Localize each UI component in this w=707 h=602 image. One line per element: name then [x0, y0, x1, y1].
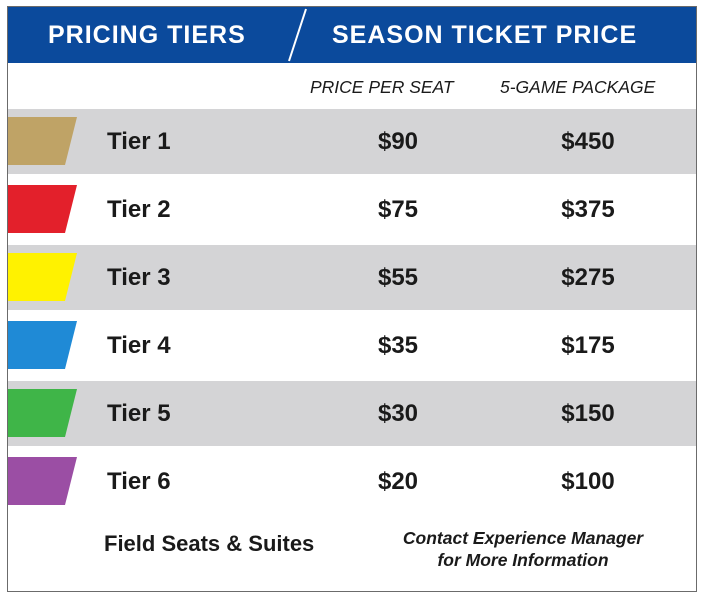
pricing-table: PRICING TIERS SEASON TICKET PRICE PRICE …: [7, 6, 697, 592]
package-price-value: $175: [561, 332, 615, 359]
tier-color-swatch: [8, 253, 77, 301]
tier-label: Tier 3: [107, 264, 171, 291]
contact-note: Contact Experience Manager for More Info…: [373, 527, 673, 571]
tier-color-swatch: [8, 185, 77, 233]
header-divider: [288, 8, 307, 62]
table-row: Tier 2 $75 $375: [8, 177, 696, 242]
package-price-value: $450: [561, 128, 615, 155]
table-row: Tier 4 $35 $175: [8, 313, 696, 378]
tier-color-swatch: [8, 117, 77, 165]
table-row: Tier 6 $20 $100: [8, 449, 696, 514]
tier-label: Tier 5: [107, 400, 171, 427]
package-column-header: 5-GAME PACKAGE: [500, 77, 656, 97]
tier-color-shape: [8, 253, 77, 301]
price-per-seat-value: $20: [377, 468, 419, 495]
tier-label: Tier 6: [107, 468, 171, 495]
table-row: Tier 3 $55 $275: [8, 245, 696, 310]
table-row: Tier 1 $90 $450: [8, 109, 696, 174]
tier-label: Tier 1: [107, 128, 171, 155]
package-price-value: $150: [561, 400, 615, 427]
tier-color-shape: [8, 185, 77, 233]
tier-color-shape: [8, 457, 77, 505]
package-price-value: $100: [561, 468, 615, 495]
field-seats-suites-label: Field Seats & Suites: [104, 531, 315, 556]
contact-note-line-2: for More Information: [437, 550, 609, 570]
season-ticket-price-heading: SEASON TICKET PRICE: [332, 21, 638, 49]
price-per-seat-value: $35: [377, 332, 419, 359]
tier-color-swatch: [8, 389, 77, 437]
price-per-seat-column-header: PRICE PER SEAT: [310, 77, 454, 97]
price-per-seat-value: $55: [377, 264, 419, 291]
tier-color-shape: [8, 389, 77, 437]
tier-color-swatch: [8, 321, 77, 369]
tier-label: Tier 2: [107, 196, 171, 223]
tier-color-swatch: [8, 457, 77, 505]
package-price-value: $275: [561, 264, 615, 291]
tier-color-shape: [8, 117, 77, 165]
price-per-seat-value: $30: [377, 400, 419, 427]
table-header: PRICING TIERS SEASON TICKET PRICE: [8, 7, 696, 63]
contact-note-line-1: Contact Experience Manager: [402, 528, 644, 548]
tier-label: Tier 4: [107, 332, 171, 359]
pricing-tiers-heading: PRICING TIERS: [48, 21, 246, 49]
table-row: Tier 5 $30 $150: [8, 381, 696, 446]
price-per-seat-value: $75: [377, 196, 419, 223]
tier-color-shape: [8, 321, 77, 369]
package-price-value: $375: [561, 196, 615, 223]
price-per-seat-value: $90: [377, 128, 419, 155]
